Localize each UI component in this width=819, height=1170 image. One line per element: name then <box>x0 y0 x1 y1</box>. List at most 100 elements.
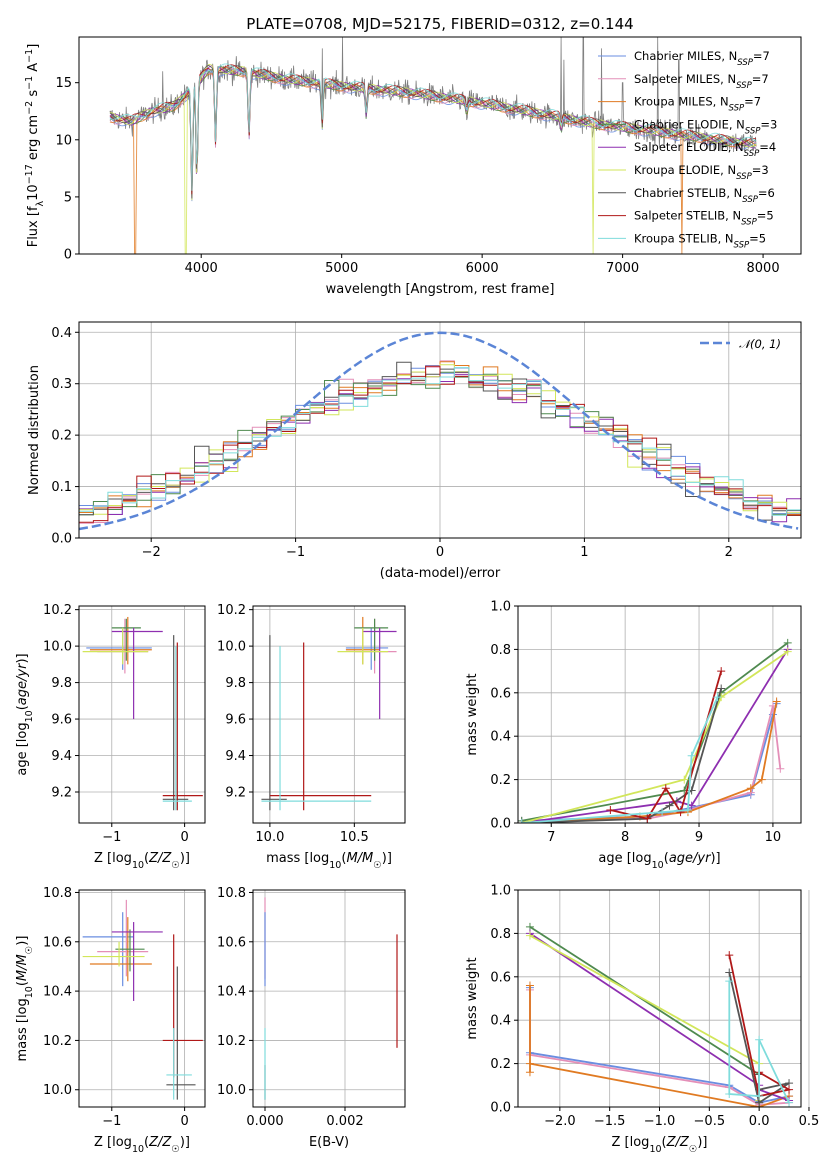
y-tick-label: 0.4 <box>51 326 72 341</box>
axes-frame <box>78 36 802 255</box>
y-tick-label: 0 <box>64 248 72 263</box>
legend-entry: Chabrier MILES, NSSP=7 <box>634 49 770 68</box>
y-tick-label: 9.4 <box>225 749 246 764</box>
data-marker <box>606 805 615 814</box>
x-tick-label: 0 <box>180 830 188 845</box>
x-tick-label: 8 <box>621 830 629 845</box>
point-chabrier-elodie <box>111 618 141 661</box>
legend-entry: Kroupa STELIB, NSSP=5 <box>634 231 766 250</box>
series-kroupa-stelib <box>725 977 794 1107</box>
y-tick-label: 10.2 <box>43 1034 72 1049</box>
x-tick-label: 5000 <box>325 261 358 276</box>
point-kroupa-elodie <box>337 627 389 665</box>
y-tick-label: 10.2 <box>43 603 72 618</box>
legend-entry: Salpeter STELIB, NSSP=5 <box>634 209 774 228</box>
y-tick-label: 10.0 <box>43 640 72 655</box>
data-marker <box>746 784 755 793</box>
y-tick-label: 0.4 <box>490 730 511 745</box>
axis-label: (data-model)/error <box>380 566 501 581</box>
point-chabrier-stelib <box>261 635 287 811</box>
residual_hist-plot-area <box>79 331 801 531</box>
y-tick-label: 10.2 <box>217 1034 246 1049</box>
residual-histogram-salpeter-stelib <box>79 365 801 523</box>
data-marker <box>785 1085 794 1094</box>
axis-label: age [log10(age/yr)] <box>15 653 35 775</box>
data-marker <box>525 1059 534 1068</box>
data-marker <box>643 814 652 823</box>
x-tick-label: 10.0 <box>255 830 284 845</box>
data-marker <box>772 697 781 706</box>
point-kroupa-stelib <box>166 1028 192 1100</box>
x-tick-label: 0.002 <box>326 1114 363 1129</box>
y-tick-label: 9.6 <box>51 713 72 728</box>
legend-entry: Kroupa ELODIE, NSSP=3 <box>634 163 769 182</box>
point-kroupa-elodie <box>82 627 149 665</box>
y-tick-label: 0.0 <box>490 817 511 832</box>
axis-label: mass weight <box>465 957 480 1039</box>
residual_hist-panel: −2 −1 0 1 2 0.0 0.1 0.2 0.3 0.4 (data-model)/error… <box>27 321 802 581</box>
data-marker <box>658 808 667 817</box>
spectrum-plot-area <box>109 37 757 254</box>
weight_vs_Z-plot-area <box>525 922 794 1107</box>
axis-label: mass [log10(M/M☉)] <box>266 851 392 871</box>
data-marker <box>755 1092 764 1101</box>
x-tick-label: −1.0 <box>644 1114 676 1129</box>
x-tick-label: 2 <box>725 545 733 560</box>
y-tick-label: 0.8 <box>490 927 511 942</box>
x-tick-label: 7000 <box>606 261 639 276</box>
age_vs_mass-panel: 10.0 10.5 9.2 9.4 9.6 9.8 10.0 10.2 mass [log10(… <box>217 603 406 871</box>
y-tick-label: 0.4 <box>490 1014 511 1029</box>
figure-title: PLATE=0708, MJD=52175, FIBERID=0312, z=0… <box>246 15 633 33</box>
legend-entry: 𝒩(0, 1) <box>739 337 781 351</box>
data-marker <box>725 1089 734 1098</box>
point-chabrier-miles <box>86 627 152 670</box>
data-marker <box>783 647 792 656</box>
data-marker <box>717 684 726 693</box>
data-marker <box>661 784 670 793</box>
y-tick-label: 10.4 <box>43 985 72 1000</box>
y-tick-label: 10.0 <box>217 1083 246 1098</box>
point-salpeter-elodie <box>111 922 163 1001</box>
axis-label: age [log10(age/yr)] <box>598 851 720 871</box>
y-tick-label: 10.8 <box>217 886 246 901</box>
y-tick-label: 0.8 <box>490 643 511 658</box>
axis-label: E(B-V) <box>309 1135 349 1150</box>
x-tick-label: 0 <box>180 1114 188 1129</box>
point-chabrier-elodie <box>115 929 145 972</box>
data-marker <box>785 1098 794 1107</box>
axes-frame <box>78 321 802 539</box>
series-kroupa-miles <box>518 697 781 823</box>
data-marker <box>680 775 689 784</box>
x-tick-label: −1 <box>102 830 121 845</box>
data-marker <box>725 977 734 986</box>
data-marker <box>525 981 534 990</box>
point-kroupa-stelib <box>261 646 372 811</box>
data-marker <box>725 968 734 977</box>
series-chabrier-elodie <box>525 922 764 1107</box>
residual-histogram-kroupa-stelib <box>79 367 801 516</box>
y-tick-label: 10.8 <box>43 886 72 901</box>
mass_vs_Z-panel: −1 0 10.0 10.2 10.4 10.6 10.8 Z [log10(Z/Z☉)] ma… <box>15 886 206 1155</box>
mass_vs_Z-plot-area <box>82 899 203 1100</box>
data-marker <box>676 808 685 817</box>
y-tick-label: 0.2 <box>51 429 72 444</box>
mass_vs_EBV-plot-area <box>264 897 398 1100</box>
series-kroupa-stelib <box>518 693 722 823</box>
point-salpeter-stelib <box>162 934 203 1078</box>
y-tick-label: 10.6 <box>43 935 72 950</box>
x-tick-label: 7 <box>547 830 555 845</box>
point-salpeter-elodie <box>362 627 397 720</box>
y-tick-label: 0.2 <box>490 773 511 788</box>
y-tick-label: 15 <box>55 76 72 91</box>
y-tick-label: 0.3 <box>51 377 72 392</box>
y-tick-label: 0.6 <box>490 686 511 701</box>
axis-label: Normed distribution <box>27 365 42 495</box>
series-kroupa-elodie <box>518 647 792 823</box>
x-tick-label: 9 <box>695 830 703 845</box>
y-tick-label: 10.0 <box>217 640 246 655</box>
point-salpeter-stelib <box>162 642 203 811</box>
age_vs_mass-plot-area <box>261 616 397 811</box>
data-marker <box>717 667 726 676</box>
spectrum-panel: 4000 5000 6000 7000 8000 0 5 10 15 wavelength [An… <box>24 36 802 297</box>
x-tick-label: 10.5 <box>340 830 369 845</box>
